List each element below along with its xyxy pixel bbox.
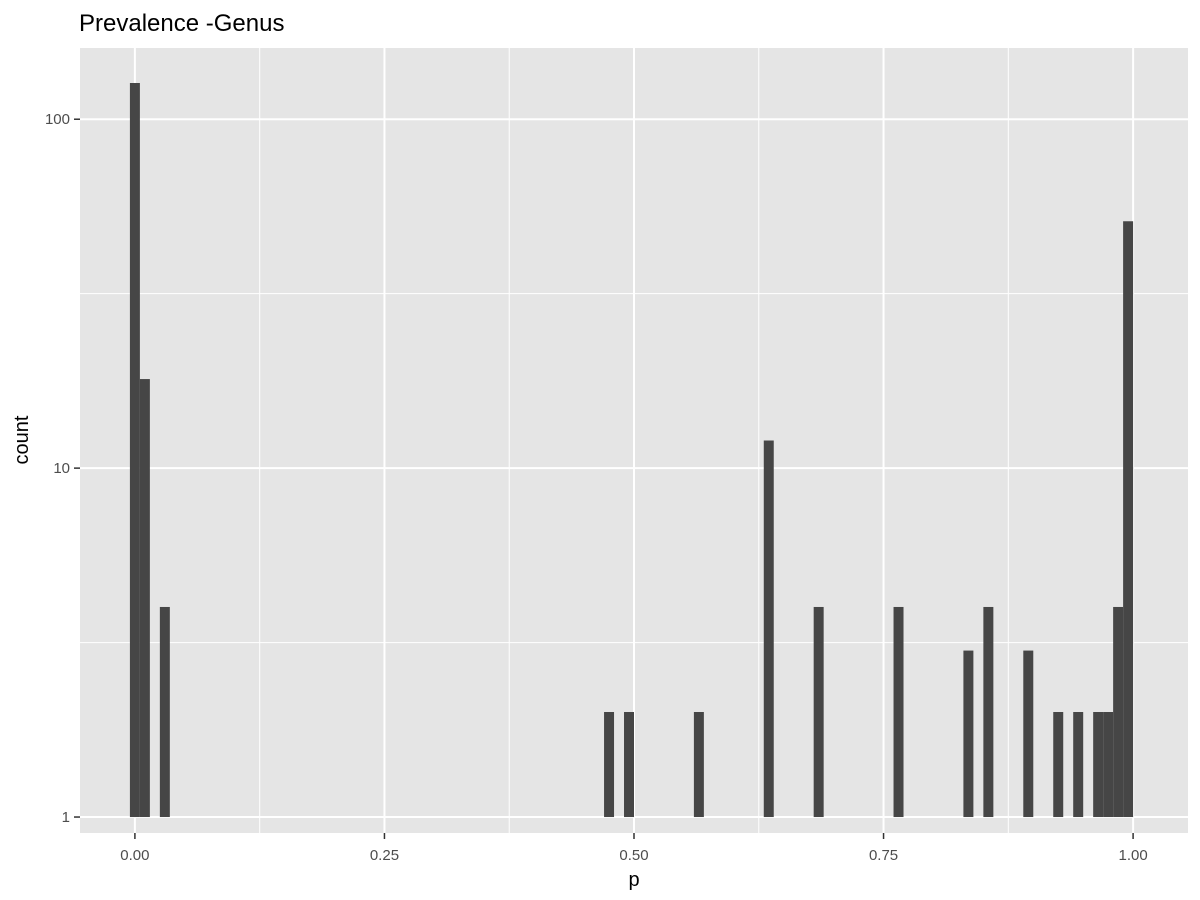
histogram-bar	[1123, 221, 1134, 818]
histogram-bar	[624, 712, 634, 818]
histogram-bar	[893, 606, 904, 818]
y-tick-label: 100	[45, 111, 70, 128]
y-axis-title: count	[11, 415, 33, 464]
histogram-bar	[129, 83, 140, 818]
axis-ticks	[74, 118, 1134, 839]
histogram-bar	[1053, 712, 1064, 818]
histogram-bar	[604, 712, 615, 818]
histogram-bar	[983, 606, 994, 818]
x-tick-label: 1.00	[1118, 847, 1147, 864]
histogram-bar	[1113, 606, 1124, 818]
histogram-bar	[139, 379, 150, 818]
histogram-bar	[1093, 712, 1104, 818]
x-tick-label: 0.75	[869, 847, 898, 864]
y-tick-label: 1	[62, 809, 70, 826]
histogram-bar	[693, 712, 704, 818]
y-tick-label: 10	[53, 460, 70, 477]
x-axis-title: p	[628, 869, 639, 891]
x-tick-label: 0.25	[370, 847, 399, 864]
histogram-bar	[813, 606, 824, 818]
histogram-bar	[1073, 712, 1084, 818]
histogram-bar	[159, 606, 170, 818]
x-tick-label: 0.50	[619, 847, 648, 864]
histogram-bar	[763, 440, 774, 818]
histogram-bar	[1103, 712, 1114, 818]
chart-title: Prevalence -Genus	[79, 10, 284, 37]
x-tick-label: 0.00	[120, 847, 149, 864]
y-axis-tick-labels: 1 10 100	[45, 111, 70, 826]
histogram-bars	[129, 83, 1134, 818]
histogram-bar	[963, 650, 974, 818]
histogram-bar	[1023, 650, 1034, 818]
x-axis-tick-labels: 0.00 0.25 0.50 0.75 1.00	[120, 847, 1147, 864]
